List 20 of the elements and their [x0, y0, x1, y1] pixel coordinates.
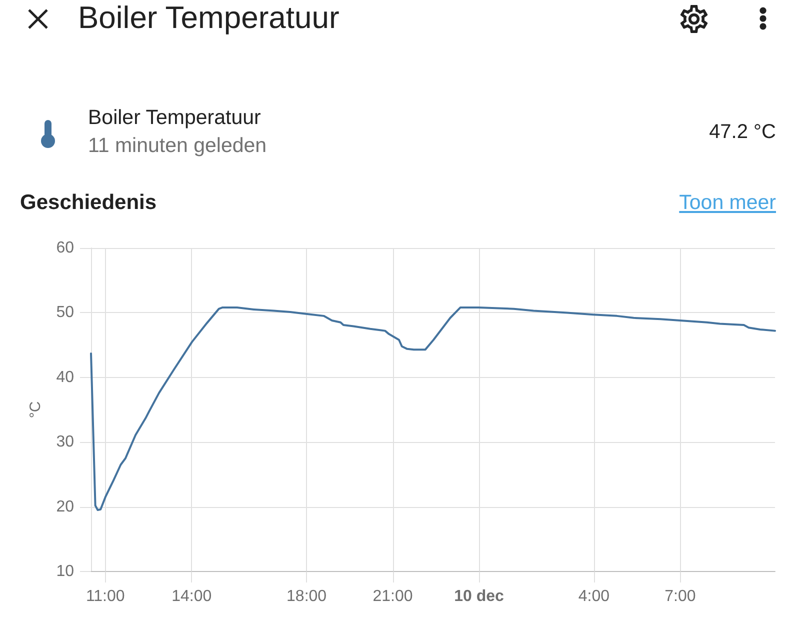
- x-tick-label: 4:00: [578, 588, 610, 605]
- text: 47.2 °C: [709, 120, 776, 144]
- y-tick-label: 10: [56, 563, 74, 580]
- x-tick-label: 14:00: [172, 588, 212, 605]
- text: Toon meer: [679, 190, 776, 214]
- text: 11 minuten geleden: [88, 134, 267, 158]
- y-tick-label: 60: [56, 240, 74, 256]
- x-tick-label: 7:00: [664, 588, 696, 605]
- chart-title: Boiler Temperatuur: [78, 0, 340, 36]
- x-tick-label: 18:00: [286, 588, 327, 605]
- y-tick-label: 30: [56, 434, 74, 451]
- y-axis-title: °C: [27, 401, 44, 418]
- y-tick-label: 40: [56, 368, 74, 386]
- x-tick-label: 10 dec: [454, 588, 504, 605]
- y-tick-label: 50: [56, 304, 74, 322]
- x-tick-label: 11:00: [86, 588, 125, 605]
- chart-subtitle: Geschiedenis: [20, 190, 157, 214]
- x-tick-label: 21:00: [372, 588, 413, 605]
- text: Boiler Temperatuur: [88, 106, 261, 130]
- y-tick-label: 20: [56, 498, 74, 516]
